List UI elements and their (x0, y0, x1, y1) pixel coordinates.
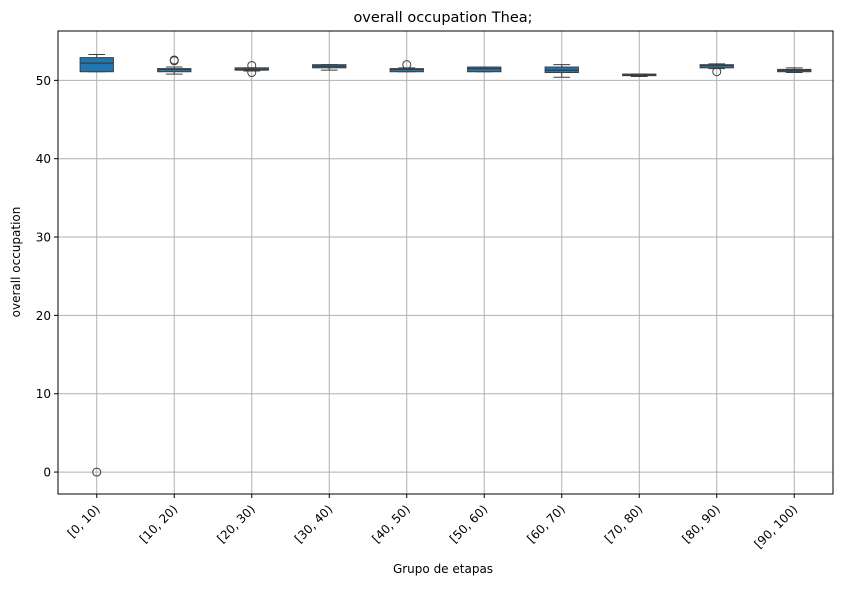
box-group (79, 54, 114, 477)
box-group (544, 64, 579, 78)
y-tick-label: 30 (36, 231, 51, 245)
y-tick-label: 50 (36, 74, 51, 88)
y-axis-label: overall occupation (9, 207, 23, 318)
outlier-point (247, 68, 257, 78)
y-tick-label: 20 (36, 309, 51, 323)
box-group (467, 66, 502, 73)
outlier-point (169, 55, 179, 65)
x-tick-label: [20, 30) (214, 502, 258, 546)
box-group (389, 60, 424, 73)
x-tick-label: [80, 90) (679, 502, 723, 546)
x-tick-label: [60, 70) (524, 502, 568, 546)
box-body (467, 66, 502, 73)
plot-frame (57, 30, 834, 495)
grid-layer (58, 31, 833, 494)
box-group (312, 64, 347, 71)
box-group (699, 63, 734, 77)
x-tick-label: [90, 100) (751, 502, 800, 551)
box-group (622, 73, 657, 77)
box-body (157, 68, 192, 73)
outlier-point (402, 60, 412, 70)
x-tick-label: [40, 50) (369, 502, 413, 546)
outlier-point (92, 467, 102, 477)
y-tick-label: 10 (36, 387, 51, 401)
box-group (777, 67, 812, 74)
tick-layer: 0 10 20 30 40 50 [0, 10) [10, 20) [20, 30) [30, 4… (36, 74, 801, 551)
y-tick-label: 0 (43, 466, 51, 480)
outlier-point (247, 60, 257, 70)
box-group (157, 55, 192, 75)
y-tick-label: 40 (36, 152, 51, 166)
x-tick-label: [70, 80) (602, 502, 646, 546)
x-tick-label: [10, 20) (137, 502, 181, 546)
outlier-point (712, 67, 722, 77)
chart-title: overall occupation Thea; (353, 10, 532, 26)
box-body (79, 57, 114, 73)
x-tick-label: [30, 40) (292, 502, 336, 546)
x-tick-label: [0, 10) (65, 502, 103, 540)
x-axis-label: Grupo de etapas (393, 562, 493, 576)
box-layer (79, 54, 812, 477)
box-group (234, 60, 269, 78)
x-tick-label: [50, 60) (447, 502, 491, 546)
